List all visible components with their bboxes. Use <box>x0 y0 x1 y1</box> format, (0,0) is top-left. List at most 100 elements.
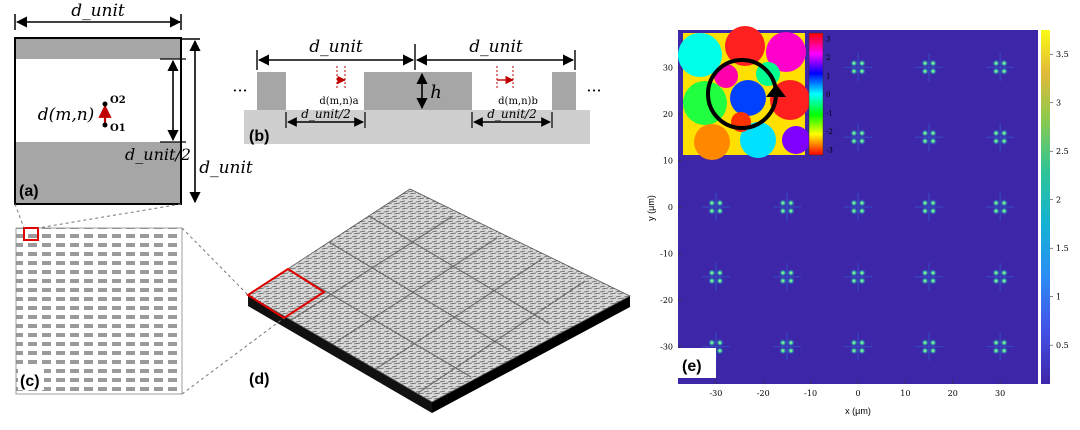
spot <box>778 346 787 355</box>
spot <box>858 276 866 285</box>
colorbar-ticks: 3.5 3 2.5 2 1.5 1 0.5 <box>1050 50 1069 350</box>
ellipsis-left: ··· <box>232 81 247 100</box>
spot-cluster <box>915 193 944 221</box>
inset-colorbar-tick-label: -3 <box>826 146 833 154</box>
top-gray-strip <box>16 39 180 59</box>
spot <box>1000 199 1009 207</box>
inset-colorbar-tick-label: 3 <box>826 36 830 44</box>
spot <box>921 137 930 146</box>
spot <box>858 199 866 207</box>
spot <box>850 199 858 207</box>
spot <box>858 59 866 68</box>
spot <box>715 276 724 285</box>
ellipsis-right: ··· <box>586 81 601 100</box>
vortex-arrowhead <box>766 84 786 97</box>
spot <box>786 268 795 277</box>
spot-cluster <box>915 332 944 361</box>
spot-cluster <box>915 123 944 152</box>
inset-colorbar-tick-label: -2 <box>826 128 833 136</box>
panel-c-label: (c) <box>20 373 40 390</box>
y-tick-label: -30 <box>660 343 673 352</box>
spot-cluster <box>986 193 1015 221</box>
spot <box>715 338 724 347</box>
spot <box>850 268 858 277</box>
spot <box>929 199 938 207</box>
panel-d-label: (d) <box>249 371 269 388</box>
spot <box>921 346 930 355</box>
spot <box>929 137 938 146</box>
spot <box>992 207 1001 215</box>
spot-cluster <box>701 262 730 291</box>
spot <box>921 59 930 68</box>
height-label: h <box>430 82 442 103</box>
spot-cluster <box>915 53 944 82</box>
y-axis-label: y (μm) <box>646 195 656 221</box>
spot <box>929 346 938 355</box>
spot <box>992 129 1001 138</box>
spot <box>778 268 787 277</box>
x-tick-label: -20 <box>757 389 770 398</box>
spot <box>1000 276 1009 285</box>
spot <box>858 137 866 146</box>
panel-b-label: (b) <box>249 128 269 145</box>
spot-cluster <box>844 53 872 82</box>
spot <box>850 346 858 355</box>
panel-c: (c) <box>14 203 183 395</box>
spot <box>786 199 795 207</box>
spot <box>1000 268 1009 277</box>
spot <box>858 346 866 355</box>
colorbar-tick-label: 1 <box>1056 293 1061 302</box>
colorbar-tick-label: 1.5 <box>1056 244 1069 253</box>
spot <box>786 346 795 355</box>
spot <box>921 199 930 207</box>
spot <box>778 207 787 215</box>
half-label-right: d_unit/2 <box>487 107 536 121</box>
panel-e-label: (e) <box>682 358 702 375</box>
colorbar-tick-label: 2.5 <box>1056 147 1069 156</box>
y-tick-label: 20 <box>663 110 673 119</box>
spot <box>1000 137 1009 146</box>
inset-colorbar-tick-label: 2 <box>826 54 830 62</box>
spot <box>992 346 1001 355</box>
spot <box>850 59 858 68</box>
ridge-3 <box>552 72 576 110</box>
spot <box>921 268 930 277</box>
right-height-label: d_unit <box>199 158 253 178</box>
spot <box>921 129 930 138</box>
spot <box>992 137 1001 146</box>
x-tick-label: 20 <box>948 389 958 398</box>
x-axis-label: x (μm) <box>845 406 871 416</box>
spot <box>715 346 724 355</box>
spot <box>929 276 938 285</box>
x-tick-label: -30 <box>709 389 722 398</box>
spot-grid <box>701 53 1015 361</box>
spot <box>992 59 1001 68</box>
spot-cluster <box>986 332 1015 361</box>
inset-colorbar-tick-label: 0 <box>826 91 830 99</box>
metasurface-top <box>247 188 631 403</box>
panel-a-label: (a) <box>19 183 39 200</box>
bottom-gray-strip <box>16 142 180 203</box>
ridge-2 <box>364 72 472 110</box>
spot <box>1000 59 1009 68</box>
x-tick-labels: -30 -20 -10 0 10 20 30 <box>709 380 1005 398</box>
spot <box>707 199 716 207</box>
phase-inset: 3 2 1 0 -1 -2 -3 <box>678 26 833 160</box>
spot <box>992 268 1001 277</box>
spot <box>1000 67 1009 76</box>
inset-colorbar-tick-label: -1 <box>826 109 833 117</box>
point-o1 <box>102 122 108 128</box>
spot <box>707 338 716 347</box>
x-tick-label: 10 <box>900 389 910 398</box>
spot <box>715 207 724 215</box>
shift-a-label: d(m,n)a <box>319 96 358 107</box>
spot-cluster <box>844 332 872 361</box>
spot <box>858 67 866 76</box>
metasurface-side-left <box>248 295 432 413</box>
top-width-label: d_unit <box>71 1 125 21</box>
o1-label: O1 <box>110 123 126 134</box>
spot <box>992 67 1001 76</box>
spot <box>858 338 866 347</box>
